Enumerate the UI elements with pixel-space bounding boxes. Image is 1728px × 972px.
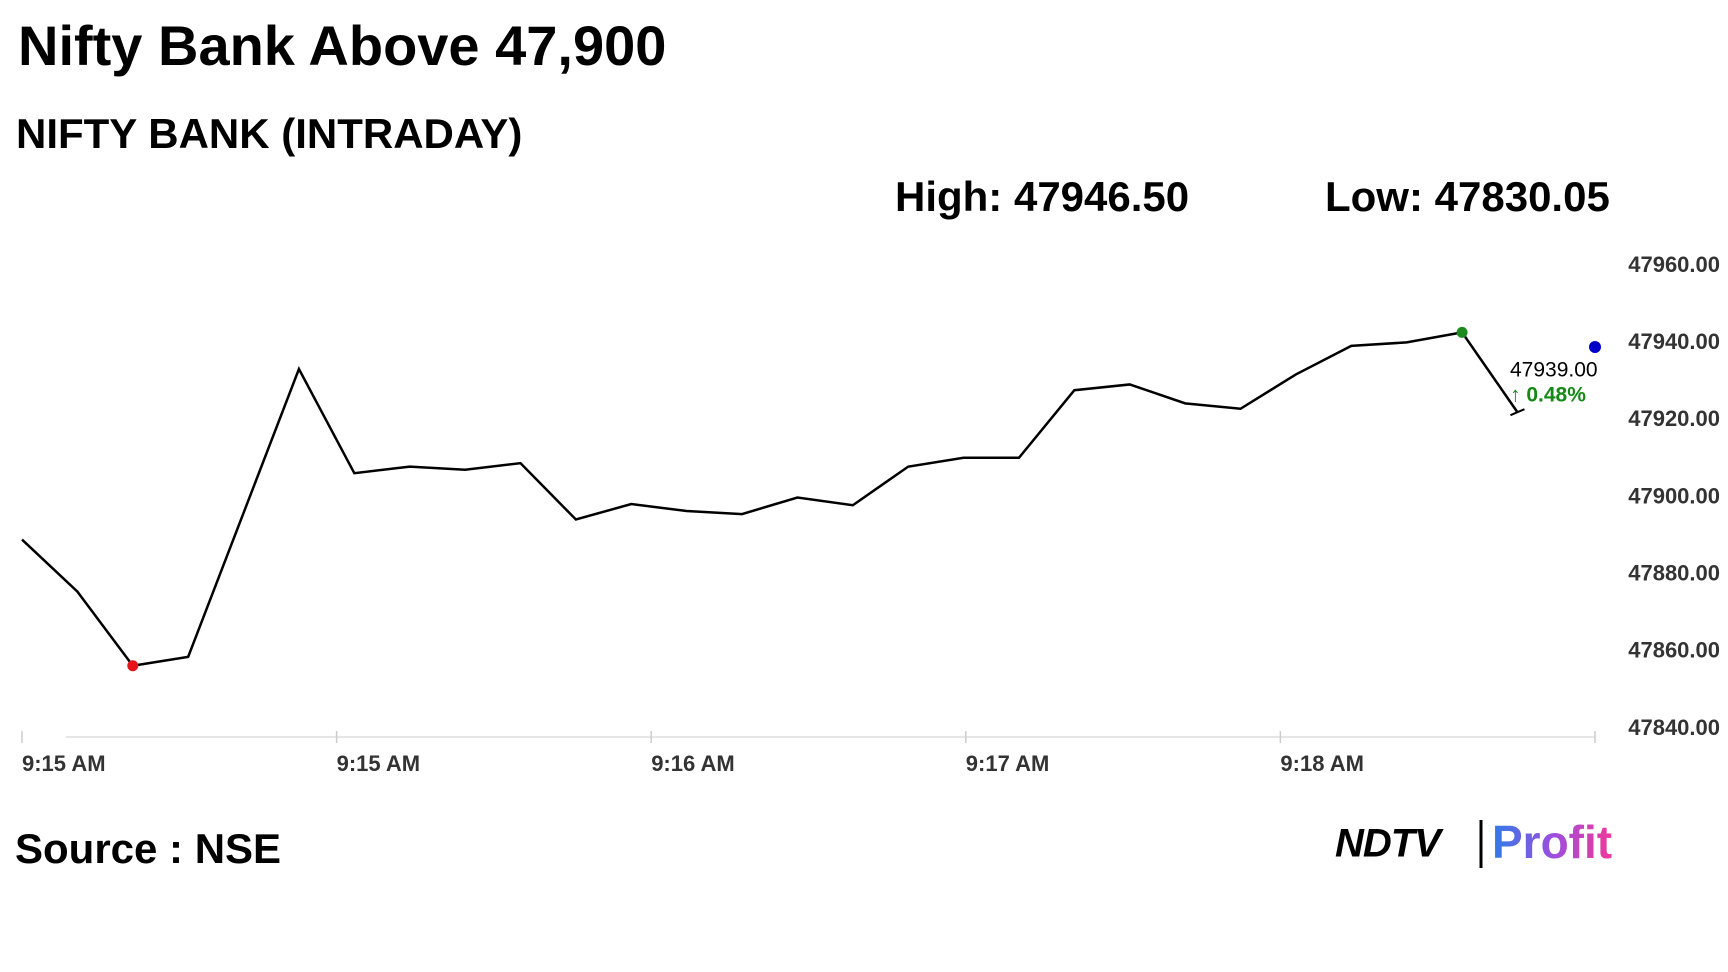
title: Nifty Bank Above 47,900 — [18, 14, 666, 77]
last-point-tick — [1510, 408, 1525, 417]
last-point — [1589, 341, 1601, 354]
change-label: ↑ 0.48% — [1510, 384, 1586, 407]
y-tick-label: 47840.00 — [1628, 715, 1720, 740]
y-tick-label: 47940.00 — [1628, 329, 1720, 354]
y-tick-label: 47900.00 — [1628, 483, 1720, 508]
low-label: Low: 47830.05 — [1325, 173, 1610, 220]
y-tick-label: 47960.00 — [1628, 252, 1720, 277]
high-point — [1456, 326, 1468, 338]
last-value-label: 47939.00 — [1510, 359, 1598, 382]
logo-profit: Profit — [1492, 816, 1612, 868]
y-tick-label: 47880.00 — [1628, 560, 1720, 585]
high-label: High: 47946.50 — [895, 173, 1189, 220]
low-point — [127, 660, 139, 672]
x-tick-label: 9:15 AM — [22, 751, 106, 776]
logo-ndtv: NDTV — [1335, 822, 1444, 866]
x-tick-label: 9:18 AM — [1280, 751, 1364, 776]
x-tick-label: 9:15 AM — [337, 751, 421, 776]
y-tick-label: 47920.00 — [1628, 406, 1720, 431]
x-tick-label: 9:16 AM — [651, 751, 735, 776]
source: Source : NSE — [15, 825, 281, 872]
price-line — [21, 330, 1519, 668]
y-tick-label: 47860.00 — [1628, 638, 1720, 663]
x-tick-label: 9:17 AM — [966, 751, 1050, 776]
subtitle: NIFTY BANK (INTRADAY) — [16, 110, 522, 157]
